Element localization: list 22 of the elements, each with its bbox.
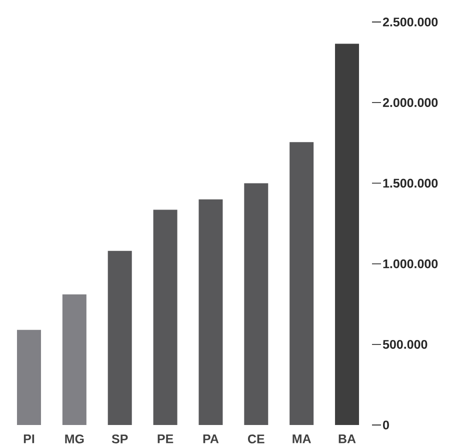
bar <box>244 183 268 425</box>
bar <box>16 330 41 425</box>
bar <box>290 142 314 425</box>
x-tick-label: CE <box>248 434 264 444</box>
bar <box>62 294 86 425</box>
y-tick-label: 1.000.000 <box>383 259 438 268</box>
y-tick-label: 1.500.000 <box>383 178 438 188</box>
bar <box>153 210 178 425</box>
y-tick-label: 2.000.000 <box>382 98 438 108</box>
bar <box>198 199 223 425</box>
x-tick-label: PA <box>203 434 219 444</box>
bar <box>108 250 132 425</box>
x-tick-label: PE <box>158 434 174 444</box>
y-tick-label: 0 <box>383 420 389 430</box>
x-tick-label: MG <box>65 434 84 444</box>
x-tick-label: PI <box>24 434 34 444</box>
bar <box>335 44 360 425</box>
x-tick-label: BA <box>338 434 356 444</box>
x-tick-label: SP <box>112 434 128 444</box>
x-tick-label: MA <box>292 434 311 444</box>
y-tick-label: 500.000 <box>382 340 428 349</box>
y-tick-label: 2.500.000 <box>382 18 438 26</box>
